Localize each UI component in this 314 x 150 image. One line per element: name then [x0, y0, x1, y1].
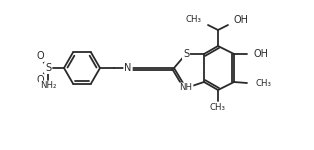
Text: NH₂: NH₂ — [40, 81, 56, 90]
Text: S: S — [45, 63, 51, 73]
Text: O: O — [36, 51, 44, 61]
Text: CH₃: CH₃ — [255, 80, 271, 88]
Text: OH: OH — [254, 49, 269, 59]
Text: N: N — [124, 63, 132, 73]
Text: NH: NH — [180, 84, 192, 93]
Text: S: S — [183, 49, 189, 59]
Text: CH₃: CH₃ — [210, 103, 226, 112]
Text: CH₃: CH₃ — [186, 15, 202, 24]
Text: OH: OH — [234, 15, 249, 25]
Text: O: O — [36, 75, 44, 85]
